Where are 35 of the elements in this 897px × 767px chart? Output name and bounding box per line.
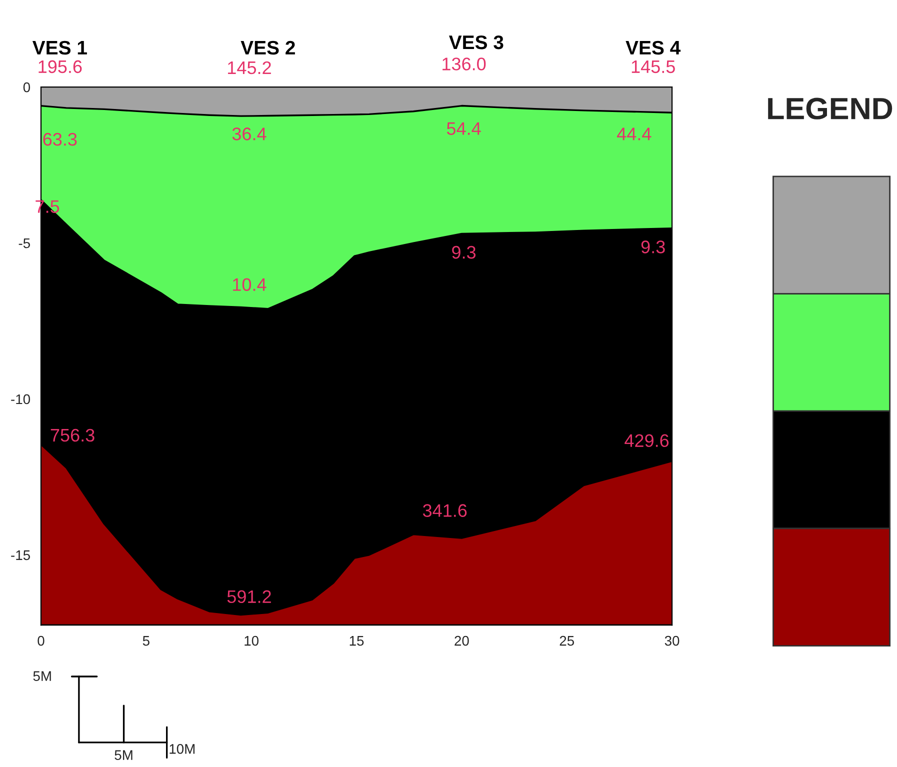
y-tick-label: -15: [11, 550, 30, 560]
annotation: 429.6: [624, 434, 669, 448]
text: 145.2: [228, 61, 271, 74]
annotation: 591.2: [227, 590, 271, 604]
annotation: 54.4: [446, 122, 481, 135]
text: VES 3: [448, 35, 504, 50]
text: VES 1: [32, 40, 87, 55]
text: LEGEND: [768, 98, 892, 120]
annotation: 7.5: [36, 200, 60, 213]
x-tick-label: 0: [38, 636, 44, 646]
y-tick-label: 0: [23, 82, 30, 92]
text: VES 2: [240, 40, 295, 55]
y-tick-label: -10: [11, 394, 30, 404]
annotation: 756.3: [50, 428, 94, 442]
text: 5M: [33, 671, 51, 681]
x-tick-label: 20: [454, 636, 469, 646]
annotation: 63.3: [43, 132, 77, 146]
text: VES 4: [626, 40, 681, 55]
x-tick-label: 10: [244, 636, 259, 646]
annotation: 44.4: [617, 128, 652, 140]
x-tick-label: 30: [664, 636, 680, 646]
x-tick-label: 5: [142, 636, 150, 646]
annotation: 9.3: [452, 246, 476, 259]
text: 10M: [170, 744, 195, 754]
text: 195.6: [38, 60, 82, 74]
text: 136.0: [442, 58, 486, 70]
annotation: 36.4: [232, 128, 266, 140]
annotation: 9.3: [641, 240, 665, 254]
annotation: 341.6: [422, 504, 467, 517]
text: 5M: [114, 750, 132, 760]
x-tick-label: 15: [350, 636, 364, 646]
text: 145.5: [632, 60, 675, 74]
annotation: 10.4: [233, 278, 266, 291]
x-tick-label: 25: [560, 636, 574, 646]
y-tick-label: -5: [18, 238, 30, 248]
